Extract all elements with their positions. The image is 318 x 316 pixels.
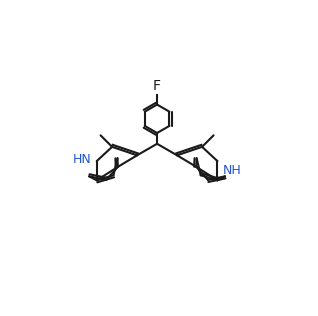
Text: NH: NH — [222, 164, 241, 177]
Text: F: F — [153, 79, 161, 93]
Text: HN: HN — [73, 153, 92, 166]
